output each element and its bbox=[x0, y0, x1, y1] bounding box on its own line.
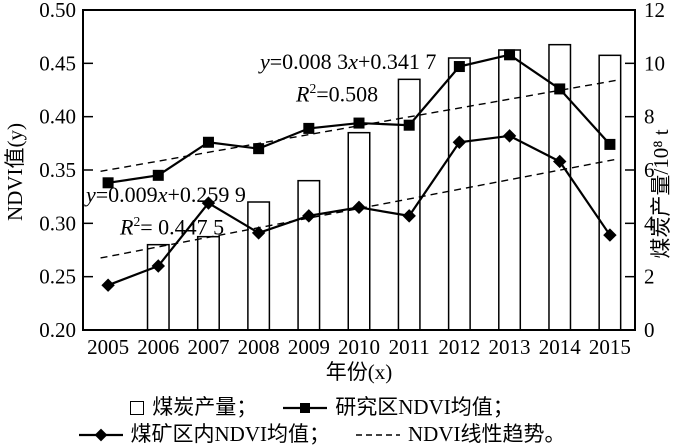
legend: 煤炭产量； 研究区NDVI均值； 煤矿区内NDVI均值； bbox=[0, 394, 672, 446]
y-axis-title-left: NDVI值(y) bbox=[3, 123, 27, 221]
marker-square-2014 bbox=[554, 83, 566, 95]
y-tick-label-left-0.50: 0.50 bbox=[39, 0, 76, 22]
marker-square-2008 bbox=[253, 143, 265, 155]
y-tick-label-right-10: 10 bbox=[644, 51, 665, 75]
legend-label: 煤炭产量； bbox=[152, 395, 258, 419]
chart-svg: 0.20 0.25 0.30 0.35 0.40 0.45 0.50 0 2 4 6 8 10 12 200… bbox=[3, 0, 673, 384]
line-series-study bbox=[102, 49, 616, 189]
y-tick-label-left-0.25: 0.25 bbox=[39, 265, 76, 289]
y-tick-label-left-0.40: 0.40 bbox=[39, 105, 76, 129]
marker-square-2006 bbox=[152, 169, 164, 181]
y-tick-label-right-8: 8 bbox=[644, 105, 655, 129]
marker-diamond-2008 bbox=[251, 226, 266, 240]
x-tick-label-2011: 2011 bbox=[389, 335, 430, 359]
marker-square-2009 bbox=[303, 122, 315, 134]
legend-label: 研究区NDVI均值； bbox=[335, 395, 514, 419]
plot-generated: 0.20 0.25 0.30 0.35 0.40 0.45 0.50 0 2 4 6 8 10 12 200… bbox=[39, 0, 665, 359]
marker-square-2005 bbox=[102, 177, 114, 189]
y-axis-left: 0.20 0.25 0.30 0.35 0.40 0.45 0.50 bbox=[39, 0, 93, 342]
x-tick-label-2005: 2005 bbox=[87, 335, 129, 359]
x-tick-label-2007: 2007 bbox=[187, 335, 229, 359]
bar-series-coal bbox=[146, 43, 622, 331]
y-tick-label-left-0.45: 0.45 bbox=[39, 51, 76, 75]
trend-line-mining bbox=[100, 158, 618, 259]
y-tick-label-right-4: 4 bbox=[644, 211, 655, 235]
marker-square-2013 bbox=[504, 49, 516, 61]
legend-item-study-ndvi: 研究区NDVI均值； bbox=[283, 394, 514, 421]
legend-row-2: 煤矿区内NDVI均值； NDVI线性趋势。 bbox=[0, 421, 672, 446]
x-tick-label-2008: 2008 bbox=[238, 335, 280, 359]
bar-2015 bbox=[598, 54, 622, 331]
diamond-line-icon bbox=[78, 428, 123, 441]
legend-item-trend: NDVI线性趋势。 bbox=[356, 421, 566, 446]
x-axis-title: 年份(x) bbox=[326, 360, 393, 384]
legend-item-coal: 煤炭产量； bbox=[130, 394, 257, 421]
x-tick-label-2009: 2009 bbox=[288, 335, 330, 359]
y-tick-label-left-0.30: 0.30 bbox=[39, 211, 76, 235]
x-tick-label-2012: 2012 bbox=[438, 335, 480, 359]
y-tick-label-left-0.35: 0.35 bbox=[39, 158, 76, 182]
dashed-line-icon bbox=[356, 433, 400, 436]
y-tick-label-left-0.20: 0.20 bbox=[39, 318, 76, 342]
marker-square-2011 bbox=[403, 119, 415, 131]
x-tick-label-2015: 2015 bbox=[589, 335, 631, 359]
y-tick-label-right-12: 12 bbox=[644, 0, 665, 22]
legend-item-mining-ndvi: 煤矿区内NDVI均值； bbox=[78, 421, 331, 446]
legend-label: 煤矿区内NDVI均值； bbox=[130, 422, 331, 446]
legend-row-1: 煤炭产量； 研究区NDVI均值； bbox=[0, 394, 672, 421]
bar-2008 bbox=[247, 201, 271, 331]
marker-square-2007 bbox=[202, 136, 214, 148]
bar-2013 bbox=[498, 49, 522, 331]
bar-2009 bbox=[297, 179, 321, 331]
bar-2010 bbox=[347, 131, 371, 331]
legend-label: NDVI线性趋势。 bbox=[408, 422, 566, 446]
marker-square-2012 bbox=[453, 61, 465, 73]
y-tick-label-right-0: 0 bbox=[644, 318, 655, 342]
y-axis-right: 0 2 4 6 8 10 12 bbox=[625, 0, 665, 342]
bar-2007 bbox=[196, 235, 220, 331]
marker-diamond-2005 bbox=[101, 278, 115, 292]
y-axis-title-right: 煤炭产量/10⁸ t bbox=[649, 129, 673, 258]
x-tick-label-2014: 2014 bbox=[539, 335, 582, 359]
x-axis: 2005 2006 2007 2008 2009 2010 2011 2012 2013 2014… bbox=[87, 335, 631, 359]
marker-square-2010 bbox=[353, 117, 365, 129]
marker-square-2015 bbox=[604, 138, 616, 150]
x-tick-label-2013: 2013 bbox=[489, 335, 531, 359]
x-tick-label-2010: 2010 bbox=[338, 335, 380, 359]
y-tick-label-right-2: 2 bbox=[644, 265, 655, 289]
square-line-icon bbox=[283, 402, 328, 413]
x-tick-label-2006: 2006 bbox=[137, 335, 179, 359]
coal-bar-icon bbox=[130, 400, 145, 415]
bar-2012 bbox=[447, 57, 471, 331]
y-tick-label-right-6: 6 bbox=[644, 158, 655, 182]
